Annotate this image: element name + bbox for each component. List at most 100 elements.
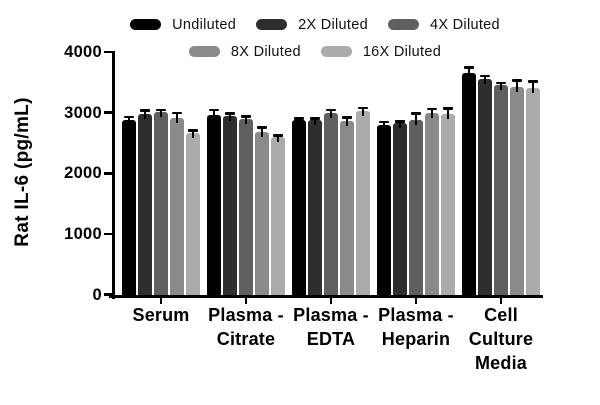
error-bar-cap [209,108,219,112]
x-tick-label: Plasma - EDTA [271,303,391,351]
error-bar-cap [395,120,405,123]
legend-label: 8X Diluted [230,43,301,60]
x-tick-label-line: Plasma - [378,305,454,325]
bar [525,87,541,296]
legend-swatch-icon [188,46,220,57]
bar [477,79,493,296]
bar [291,119,307,296]
error-bar-cap [140,109,150,112]
bar [238,118,254,296]
legend-item: 2X Diluted [256,17,368,33]
legend-row: 8X Diluted 16X Diluted [40,38,590,65]
bar [270,136,286,296]
y-axis-tick [104,50,112,54]
bar [376,125,392,296]
error-bar-stem [446,108,450,119]
legend-label: 16X Diluted [362,43,442,60]
chart-legend: Undiluted 2X Diluted 4X Diluted 8X Diluted 1… [40,11,590,65]
error-bar-stem [467,67,471,79]
legend-swatch-icon [387,19,419,30]
bar [185,133,201,296]
error-bar-stem [329,109,333,118]
error-bar-stem [345,117,349,126]
error-bar-stem [159,109,163,118]
error-bar-stem [244,116,248,124]
y-axis-line [112,50,115,299]
x-tick-label: Serum [101,303,221,327]
legend-swatch-icon [256,19,288,30]
error-bar-stem [127,116,131,125]
error-bar-stem [276,135,280,142]
x-tick-label-line: Serum [132,305,190,325]
x-axis-tick [499,297,503,304]
bar [440,113,456,296]
error-bar-cap [480,74,490,78]
error-bar-cap [225,112,235,115]
error-bar-cap [464,66,474,69]
x-axis-tick [329,297,333,304]
bar [121,119,137,296]
error-bar-cap [172,111,182,115]
legend-label: 2X Diluted [298,16,368,33]
bar [509,86,525,296]
bar [424,112,440,296]
legend-label: 4X Diluted [429,16,500,33]
error-bar-stem [499,82,503,90]
error-bar-stem [398,121,402,128]
y-axis-tick [104,111,112,114]
error-bar-stem [260,127,264,138]
error-bar-stem [175,112,179,124]
error-bar-stem [313,118,317,125]
x-tick-label-line: Plasma - [208,305,284,325]
bar [153,112,169,296]
legend-label: Undiluted [172,16,237,33]
bar [307,119,323,296]
error-bar-cap [326,108,336,112]
error-bar-stem [191,130,195,139]
bar [206,115,222,296]
error-bar-stem [143,110,147,119]
x-axis-tick [244,297,248,304]
error-bar-cap [310,117,320,120]
y-axis-tick [104,232,112,236]
error-bar-stem [515,80,519,92]
error-bar-cap [294,117,304,120]
error-bar-stem [228,113,232,122]
error-bar-cap [411,112,421,115]
error-bar-cap [257,126,267,129]
error-bar-cap [156,108,166,112]
y-axis-tick [104,293,112,296]
x-axis-line [109,294,543,298]
error-bar-cap [512,79,522,82]
x-tick-label-line: EDTA [306,329,356,349]
error-bar-cap [188,129,198,132]
error-bar-stem [430,108,434,118]
bar [254,132,270,296]
x-tick-label: Plasma - Citrate [186,303,306,351]
error-bar-cap [379,120,389,124]
legend-swatch-icon [130,19,162,30]
x-tick-label-line: Citrate [216,329,276,349]
error-bar-cap [273,134,283,137]
error-bar-stem [414,113,418,125]
error-bar-cap [528,80,538,83]
error-bar-cap [241,115,251,118]
bar [169,118,185,296]
legend-row: Undiluted 2X Diluted 4X Diluted [40,11,590,38]
error-bar-cap [427,107,437,111]
x-tick-label-line: Culture [468,329,534,349]
bar [137,113,153,296]
legend-item: Undiluted [130,17,236,33]
x-axis-tick [414,297,418,304]
bar [408,119,424,296]
y-axis-tick [104,172,112,175]
bar [461,73,477,296]
x-tick-label: Cell Culture Media [441,303,561,375]
error-bar-stem [382,121,386,131]
error-bar-cap [124,115,134,119]
error-bar-stem [212,109,216,121]
error-bar-stem [531,81,535,93]
x-tick-label-line: Cell [484,305,518,325]
bar [392,122,408,296]
x-tick-label-line: Heparin [381,329,451,349]
